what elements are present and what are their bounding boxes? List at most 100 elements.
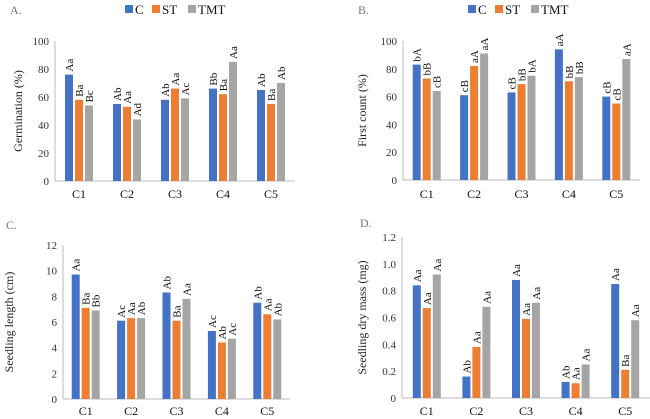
significance-label: bA [412, 48, 424, 62]
significance-label: Ab [252, 286, 264, 300]
x-tick-label: C5 [618, 404, 632, 418]
bar-c-c2 [460, 95, 469, 180]
y-axis-title: Seedling dry mass (mg) [355, 260, 369, 374]
y-tick-label: 1.2 [382, 232, 396, 244]
y-tick-label: 10 [46, 266, 58, 278]
bar-c-c3 [507, 92, 516, 180]
significance-label: Aa [412, 269, 424, 282]
significance-label: Aa [170, 73, 182, 86]
y-tick-label: 100 [33, 36, 50, 48]
significance-label: cB [611, 88, 623, 100]
panel-label: A. [10, 3, 22, 17]
bar-tmt-c5 [273, 319, 282, 399]
bar-tmt-c1 [432, 274, 441, 398]
y-tick-label: 0.8 [382, 286, 396, 298]
bar-tmt-c5 [277, 83, 285, 181]
significance-label: Bb [91, 294, 103, 307]
bar-c-c2 [462, 376, 471, 398]
bar-c-c5 [253, 302, 262, 399]
legend: C ST TMT [468, 2, 569, 17]
bar-st-c2 [127, 318, 136, 399]
y-tick-label: 100 [381, 36, 398, 48]
legend-label-st: ST [505, 2, 520, 17]
significance-label: Ab [136, 301, 148, 315]
bar-tmt-c2 [137, 318, 146, 399]
significance-label: Aa [511, 264, 523, 277]
panel-label: C. [6, 218, 17, 232]
bar-tmt-c3 [527, 75, 536, 180]
significance-label: Ac [227, 323, 239, 336]
bar-tmt-c2 [482, 306, 491, 398]
significance-label: bA [527, 59, 539, 73]
legend-swatch-c [125, 5, 133, 13]
legend-label-c: C [478, 2, 487, 17]
bar-c-c3 [161, 99, 169, 181]
bar-st-c1 [81, 307, 90, 399]
significance-label: Aa [481, 291, 493, 304]
significance-label: Aa [521, 303, 533, 316]
legend-label-tmt: TMT [198, 2, 226, 17]
bar-tmt-c4 [227, 338, 236, 399]
y-tick-label: 0.2 [382, 366, 396, 378]
x-tick-label: C4 [216, 187, 230, 201]
significance-label: Ba [218, 79, 230, 91]
y-tick-label: 2 [52, 368, 58, 380]
legend-swatch-c [468, 5, 476, 13]
significance-label: Ab [160, 83, 172, 97]
significance-label: Aa [531, 287, 543, 300]
significance-label: Aa [630, 304, 642, 317]
x-tick-label: C5 [260, 404, 274, 418]
panel-label: B. [358, 3, 369, 17]
y-tick-label: 1.0 [382, 259, 396, 271]
significance-label: Ab [112, 87, 124, 101]
significance-label: Ab [561, 365, 573, 379]
significance-label: Ac [207, 315, 219, 328]
y-tick-label: 4 [52, 343, 58, 355]
significance-label: Ab [217, 326, 229, 340]
bar-c-c4 [209, 88, 217, 181]
bar-st-c3 [171, 88, 179, 181]
significance-label: bB [517, 68, 529, 81]
x-tick-label: C1 [420, 187, 434, 201]
bar-tmt-c4 [574, 77, 583, 180]
x-tick-label: C1 [72, 187, 86, 201]
significance-label: bB [422, 63, 434, 76]
bar-st-c5 [621, 369, 630, 398]
y-axis-title: Germination (%) [11, 70, 25, 152]
y-tick-label: 80 [386, 64, 398, 76]
significance-label: Aa [182, 283, 194, 296]
bar-st-c2 [123, 106, 131, 181]
bar-c-c5 [257, 90, 265, 181]
bar-c-c5 [611, 283, 620, 398]
y-tick-label: 20 [386, 147, 398, 159]
x-tick-label: C4 [562, 187, 576, 201]
legend-label-c: C [135, 2, 144, 17]
significance-label: Aa [610, 268, 622, 281]
significance-label: bB [574, 61, 586, 74]
significance-label: aA [554, 33, 566, 46]
y-tick-label: 40 [386, 119, 398, 131]
significance-label: aA [469, 50, 481, 63]
x-tick-label: C2 [124, 404, 138, 418]
y-tick-label: 0 [391, 393, 397, 405]
significance-label: cB [432, 76, 444, 88]
panel-d: D. 0 0.2 0.4 0.6 0.8 1.0 1.2 Seedling dry mass (… [355, 216, 650, 418]
bar-tmt-c4 [229, 62, 237, 181]
y-tick-label: 0.6 [382, 313, 396, 325]
legend-label-tmt: TMT [541, 2, 569, 17]
bar-tmt-c5 [622, 59, 631, 180]
bar-st-c1 [422, 308, 431, 398]
y-tick-label: 12 [46, 240, 57, 252]
bar-st-c1 [422, 78, 431, 180]
bar-c-c5 [602, 96, 611, 180]
bar-st-c4 [564, 81, 573, 180]
legend-label-st: ST [162, 2, 177, 17]
bar-st-c3 [172, 320, 181, 399]
x-tick-label: C4 [215, 404, 229, 418]
bar-c-c4 [207, 330, 216, 399]
y-axis-title: First count (%) [355, 74, 369, 147]
bar-st-c2 [472, 347, 481, 398]
significance-label: Aa [122, 91, 134, 104]
bar-tmt-c1 [91, 310, 100, 399]
bar-c-c2 [113, 104, 121, 181]
